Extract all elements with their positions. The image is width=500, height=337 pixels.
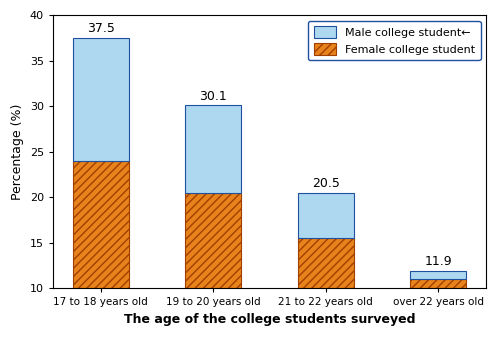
Bar <box>298 238 354 288</box>
Bar <box>72 38 129 161</box>
Bar <box>298 193 354 238</box>
Legend: Male college student←, Female college student: Male college student←, Female college st… <box>308 21 480 60</box>
Text: 11.9: 11.9 <box>424 255 452 268</box>
Bar <box>72 161 129 288</box>
Bar <box>410 279 467 288</box>
Text: 30.1: 30.1 <box>200 90 227 102</box>
Y-axis label: Percentage (%): Percentage (%) <box>11 103 24 200</box>
Text: 37.5: 37.5 <box>86 22 115 35</box>
Bar <box>410 271 467 279</box>
Bar <box>185 105 242 193</box>
Bar <box>185 193 242 288</box>
X-axis label: The age of the college students surveyed: The age of the college students surveyed <box>124 313 415 326</box>
Text: 20.5: 20.5 <box>312 177 340 190</box>
